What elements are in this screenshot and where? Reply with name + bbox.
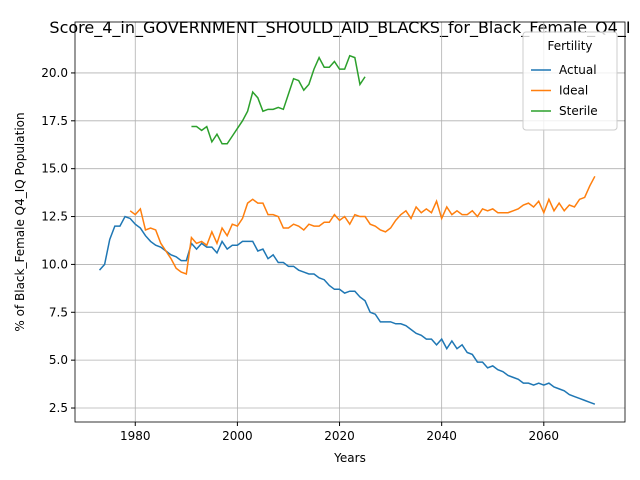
legend-label: Actual (559, 63, 597, 77)
y-axis-label: % of Black_Female Q4_IQ Population (13, 112, 27, 331)
chart-title: Score_4_in_GOVERNMENT_SHOULD_AID_BLACKS_… (49, 18, 630, 38)
y-tick-label: 20.0 (41, 66, 68, 80)
line (191, 54, 366, 145)
y-tick-label: 10.0 (41, 257, 68, 271)
y-tick-label: 2.5 (49, 401, 68, 415)
x-axis-label: Years (333, 451, 366, 465)
plot-frame (74, 21, 626, 423)
legend-box (522, 31, 618, 131)
line (129, 175, 596, 276)
legend-label: Sterile (559, 104, 598, 118)
x-tick-label: 2000 (222, 429, 253, 443)
x-tick-label: 2060 (529, 429, 560, 443)
line (98, 215, 596, 405)
x-tick-label: 1980 (120, 429, 151, 443)
x-tick-label: 2020 (324, 429, 355, 443)
y-tick-label: 12.5 (41, 210, 68, 224)
legend-title: Fertility (547, 39, 592, 53)
y-tick-label: 15.0 (41, 162, 68, 176)
legend-label: Ideal (559, 84, 588, 98)
y-tick-label: 17.5 (41, 114, 68, 128)
y-tick-label: 7.5 (49, 305, 68, 319)
x-tick-label: 2040 (426, 429, 457, 443)
y-tick-label: 5.0 (49, 353, 68, 367)
